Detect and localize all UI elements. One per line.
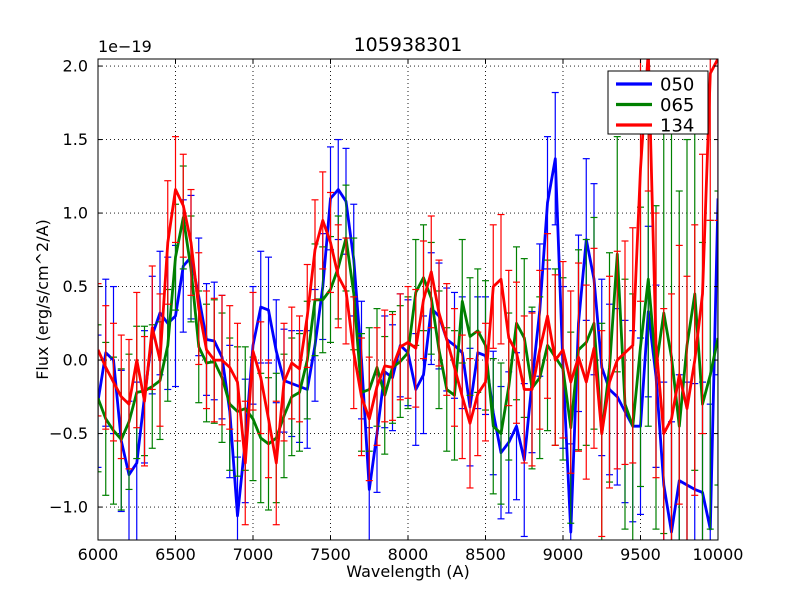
series-layer bbox=[98, 59, 718, 540]
y-tick-label-−1.0: −1.0 bbox=[49, 498, 88, 517]
x-tick-label-7500: 7500 bbox=[310, 545, 351, 564]
y-tick-label-0.0: 0.0 bbox=[63, 351, 88, 370]
x-tick-label-7000: 7000 bbox=[233, 545, 274, 564]
x-tick-label-10000: 10000 bbox=[693, 545, 744, 564]
y-tick-label-2.0: 2.0 bbox=[63, 57, 88, 76]
x-tick-label-6500: 6500 bbox=[155, 545, 196, 564]
chart-title: 105938301 bbox=[354, 34, 463, 56]
x-tick-label-8000: 8000 bbox=[388, 545, 429, 564]
y-tick-label-−0.5: −0.5 bbox=[49, 424, 88, 443]
x-axis-label: Wavelength (A) bbox=[346, 562, 469, 581]
y-tick-label-1.5: 1.5 bbox=[63, 130, 88, 149]
y-tick-label-0.5: 0.5 bbox=[63, 277, 88, 296]
series-line-134 bbox=[98, 59, 718, 465]
y-tick-label-1.0: 1.0 bbox=[63, 204, 88, 223]
y-axis-label: Flux (erg/s/cm^2/A) bbox=[33, 219, 52, 380]
legend-label-134: 134 bbox=[660, 116, 694, 137]
x-tick-label-9000: 9000 bbox=[543, 545, 584, 564]
ticks-layer: 6000 6500 7000 7500 8000 8500 9000 9500 10000 −1.… bbox=[49, 57, 743, 564]
x-tick-label-9500: 9500 bbox=[620, 545, 661, 564]
x-tick-label-6000: 6000 bbox=[78, 545, 119, 564]
x-tick-label-8500: 8500 bbox=[465, 545, 506, 564]
legend-label-065: 065 bbox=[660, 95, 694, 116]
legend-label-050: 050 bbox=[660, 75, 694, 96]
y-axis-offset-label: 1e−19 bbox=[98, 37, 152, 56]
series-134 bbox=[98, 59, 718, 540]
